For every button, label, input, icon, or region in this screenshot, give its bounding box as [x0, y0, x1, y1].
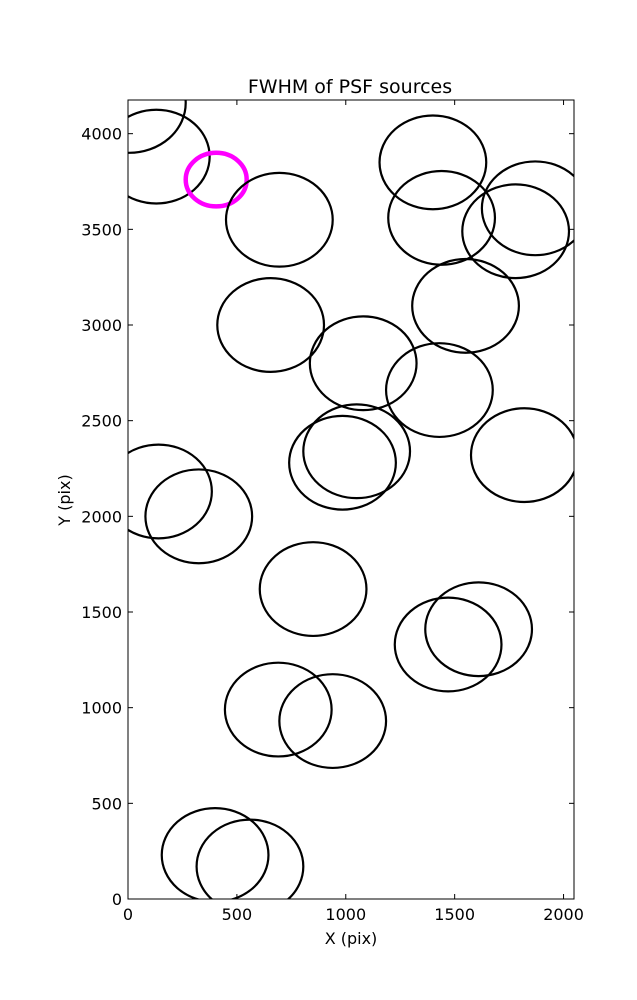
y-tick-label: 2000	[81, 507, 122, 526]
psf-circle	[480, 160, 574, 257]
x-tick-label: 1000	[325, 905, 366, 924]
psf-circle	[387, 169, 497, 266]
psf-circle	[288, 414, 397, 511]
psf-circle	[258, 541, 368, 638]
y-tick-label: 3000	[81, 316, 122, 335]
x-tick-label: 2000	[543, 905, 584, 924]
y-tick-label: 1500	[81, 603, 122, 622]
y-axis-label: Y (pix)	[55, 474, 74, 526]
y-tick-label: 0	[112, 890, 122, 909]
plot-frame	[127, 99, 575, 900]
psf-circle	[384, 342, 494, 439]
psf-circle	[411, 257, 521, 354]
psf-circle	[144, 468, 254, 565]
psf-circle	[128, 100, 187, 154]
psf-circle	[424, 581, 534, 678]
psf-circle	[461, 183, 571, 280]
y-axis: 0 500 1000 1500 2000 2500 3000 3500 4000	[81, 125, 574, 909]
psf-circle	[160, 807, 270, 899]
x-axis: 0 500 1000 1500 2000	[123, 100, 584, 924]
psf-circle	[378, 114, 488, 211]
psf-circle	[278, 673, 388, 770]
x-axis-label: X (pix)	[325, 929, 378, 948]
psf-circle	[224, 171, 334, 268]
psf-circle	[393, 596, 503, 693]
psf-circle	[308, 315, 418, 412]
psf-circle	[223, 661, 333, 758]
y-tick-label: 1000	[81, 699, 122, 718]
psf-circle	[302, 403, 412, 500]
psf-circle	[195, 818, 305, 899]
chart-title: FWHM of PSF sources	[248, 76, 452, 98]
psf-circles	[128, 100, 574, 899]
y-tick-label: 3500	[81, 220, 122, 239]
x-tick-label: 500	[222, 905, 253, 924]
x-tick-label: 1500	[434, 905, 475, 924]
psf-circle	[216, 277, 326, 373]
psf-circle-highlighted	[183, 150, 249, 209]
psf-circle	[469, 407, 574, 504]
y-tick-label: 500	[91, 794, 122, 813]
psf-circle	[128, 443, 213, 540]
y-tick-label: 2500	[81, 412, 122, 431]
y-tick-label: 4000	[81, 125, 122, 144]
psf-circle	[128, 108, 211, 205]
x-tick-label: 0	[123, 905, 133, 924]
